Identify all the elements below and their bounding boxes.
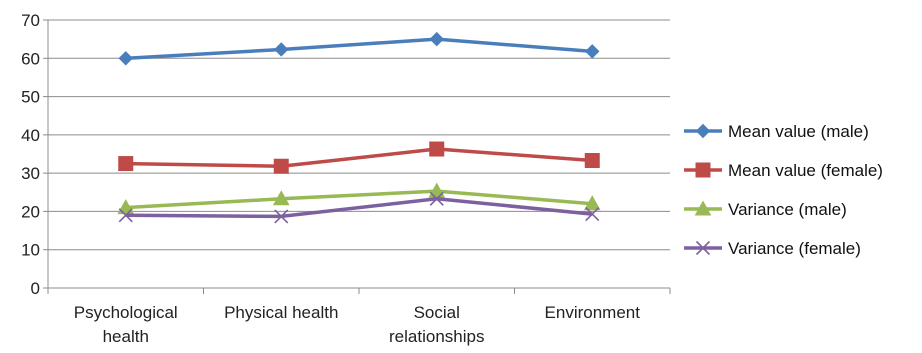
x-tick-label-line: relationships xyxy=(389,327,484,346)
x-axis-ticks: Psychological health Physical health Social… xyxy=(47,288,671,346)
x-tick-label-line: Environment xyxy=(545,303,641,322)
x-tick-label-line: Social xyxy=(414,303,460,322)
data-point-mean-value-male-physical-health xyxy=(274,42,289,57)
legend: Mean value (male) Mean value (female) Vari… xyxy=(684,122,883,258)
legend-marker xyxy=(695,240,711,256)
data-point-mean-value-female-social-relationships xyxy=(429,141,445,157)
legend-marker xyxy=(694,200,712,216)
data-point-variance-female-environment xyxy=(585,207,600,222)
legend-label: Variance (female) xyxy=(728,239,861,258)
data-point-variance-female-psychological-health xyxy=(118,208,133,223)
series-mean-value-female xyxy=(118,141,600,174)
legend-marker xyxy=(695,162,711,178)
x-tick-label-line: Physical health xyxy=(224,303,338,322)
y-tick-label: 40 xyxy=(21,126,40,145)
data-point-mean-value-male-social-relationships xyxy=(429,31,444,47)
data-point-variance-male-psychological-health xyxy=(117,199,135,215)
legend-item-variance-female: Variance (female) xyxy=(684,239,861,258)
legend-label: Mean value (male) xyxy=(728,122,869,141)
y-tick-label: 50 xyxy=(21,88,40,107)
series-line-variance-female xyxy=(125,197,593,219)
y-tick-label: 70 xyxy=(21,11,40,30)
legend-item-mean-value-female: Mean value (female) xyxy=(684,161,883,180)
y-tick-label: 10 xyxy=(21,241,40,260)
x-tick-label-psychological-health: Psychological health xyxy=(74,303,178,346)
y-axis-ticks: 0 10 20 30 40 50 60 70 xyxy=(21,11,48,298)
data-point-variance-female-physical-health xyxy=(274,209,289,224)
legend-label: Variance (male) xyxy=(728,200,847,219)
series-line-mean-value-female xyxy=(125,147,593,169)
x-tick-label-physical-health: Physical health xyxy=(224,303,338,322)
series-line-variance-male xyxy=(125,189,593,210)
y-tick-label: 20 xyxy=(21,202,40,221)
legend-item-mean-value-male: Mean value (male) xyxy=(684,122,869,141)
data-point-mean-value-female-environment xyxy=(584,153,600,169)
x-tick-label-environment: Environment xyxy=(545,303,641,322)
data-point-variance-male-environment xyxy=(583,195,601,211)
legend-marker xyxy=(695,123,711,139)
data-point-mean-value-female-psychological-health xyxy=(118,156,134,172)
data-point-mean-value-male-environment xyxy=(585,44,600,59)
data-point-variance-female-social-relationships xyxy=(429,191,444,206)
data-point-mean-value-female-physical-health xyxy=(273,158,289,174)
y-tick-label: 60 xyxy=(21,49,40,68)
y-tick-label: 0 xyxy=(31,279,40,298)
data-point-mean-value-male-psychological-health xyxy=(118,51,133,66)
series-mean-value-male xyxy=(118,31,600,66)
x-tick-label-line: Psychological xyxy=(74,303,178,322)
series-variance-male xyxy=(117,182,601,215)
axes xyxy=(47,20,670,289)
x-tick-label-line: health xyxy=(103,327,149,346)
x-tick-label-social-relationships: Social relationships xyxy=(389,303,484,346)
legend-item-variance-male: Variance (male) xyxy=(684,200,847,219)
series xyxy=(117,31,601,224)
series-line-mean-value-male xyxy=(125,37,593,61)
data-point-variance-male-physical-health xyxy=(272,190,290,206)
legend-label: Mean value (female) xyxy=(728,161,883,180)
y-tick-label: 30 xyxy=(21,164,40,183)
series-variance-female xyxy=(118,191,600,224)
